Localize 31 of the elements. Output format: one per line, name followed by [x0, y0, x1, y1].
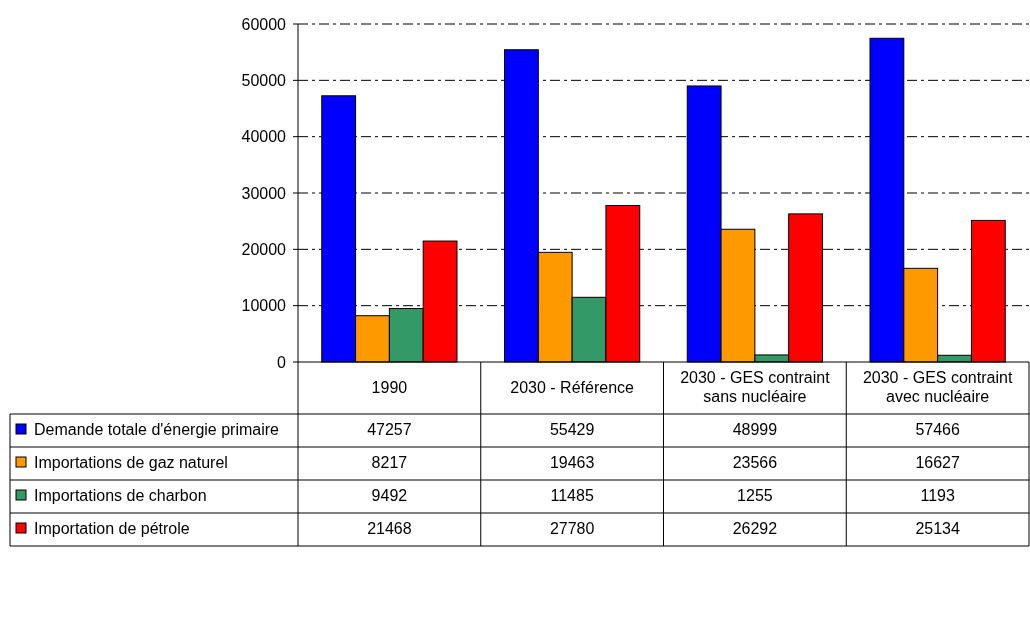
- data-label: 25134: [915, 520, 960, 538]
- data-label: 48999: [732, 421, 778, 439]
- legend-label: Importation de pétrole: [34, 520, 190, 538]
- data-label: 23566: [732, 454, 778, 472]
- data-label: 16627: [915, 454, 960, 472]
- data-label: 8217: [371, 454, 408, 472]
- y-tick-label: 30000: [241, 184, 287, 202]
- data-label: 55429: [549, 421, 595, 439]
- legend-label: Importations de charbon: [34, 487, 207, 505]
- data-label: 47257: [367, 421, 412, 439]
- data-label: 9492: [371, 487, 408, 505]
- y-tick-label: 60000: [241, 15, 287, 33]
- x-tick-label: 1990: [371, 378, 408, 396]
- x-tick-label: 2030 - GES contraint sans nucléaire: [680, 369, 831, 406]
- data-label: 1255: [737, 487, 773, 505]
- legend-label: Demande totale d'énergie primaire: [34, 421, 280, 439]
- data-label: 26292: [732, 520, 778, 538]
- data-label: 1193: [920, 487, 955, 505]
- y-tick-label: 10000: [241, 297, 287, 315]
- data-label: 11485: [550, 487, 594, 505]
- y-tick-label: 0: [277, 353, 287, 371]
- x-tick-label: 2030 - GES contraint avec nucléaire: [862, 369, 1013, 406]
- legend-label: Importations de gaz naturel: [34, 454, 228, 472]
- y-tick-label: 50000: [241, 71, 287, 89]
- y-tick-label: 20000: [241, 240, 287, 258]
- data-label: 19463: [549, 454, 595, 472]
- y-tick-label: 40000: [241, 128, 287, 146]
- data-label: 21468: [367, 520, 412, 538]
- data-label: 57466: [915, 421, 960, 439]
- data-label: 27780: [549, 520, 595, 538]
- x-tick-label: 2030 - Référence: [510, 378, 635, 396]
